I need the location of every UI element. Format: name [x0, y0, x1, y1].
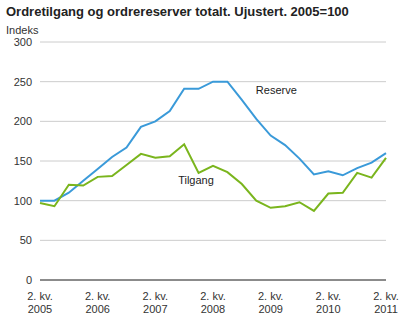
svg-text:200: 200	[14, 115, 32, 127]
svg-text:2. kv.2008: 2. kv.2008	[200, 290, 225, 315]
html-text:Ordretilgang og ordrereserver: Ordretilgang og ordrereserver totalt. Uj…	[6, 4, 349, 19]
svg-text:50: 50	[20, 234, 32, 246]
svg-text:250: 250	[14, 76, 32, 88]
svg-text:2. kv.2010: 2. kv.2010	[316, 290, 341, 315]
svg-text:300: 300	[14, 36, 32, 48]
svg-text:2. kv.2007: 2. kv.2007	[143, 290, 168, 315]
svg-text:Tilgang: Tilgang	[178, 174, 214, 186]
svg-text:150: 150	[14, 155, 32, 167]
svg-text:2. kv.2009: 2. kv.2009	[258, 290, 283, 315]
svg-text:Reserve: Reserve	[256, 84, 297, 96]
svg-text:0: 0	[26, 274, 32, 286]
svg-text:100: 100	[14, 195, 32, 207]
svg-text:2. kv.2011: 2. kv.2011	[373, 290, 392, 315]
svg-text:2. kv.2005: 2. kv.2005	[27, 290, 52, 315]
svg-text:2. kv.2006: 2. kv.2006	[85, 290, 110, 315]
html-text:Indeks: Indeks	[6, 24, 39, 36]
